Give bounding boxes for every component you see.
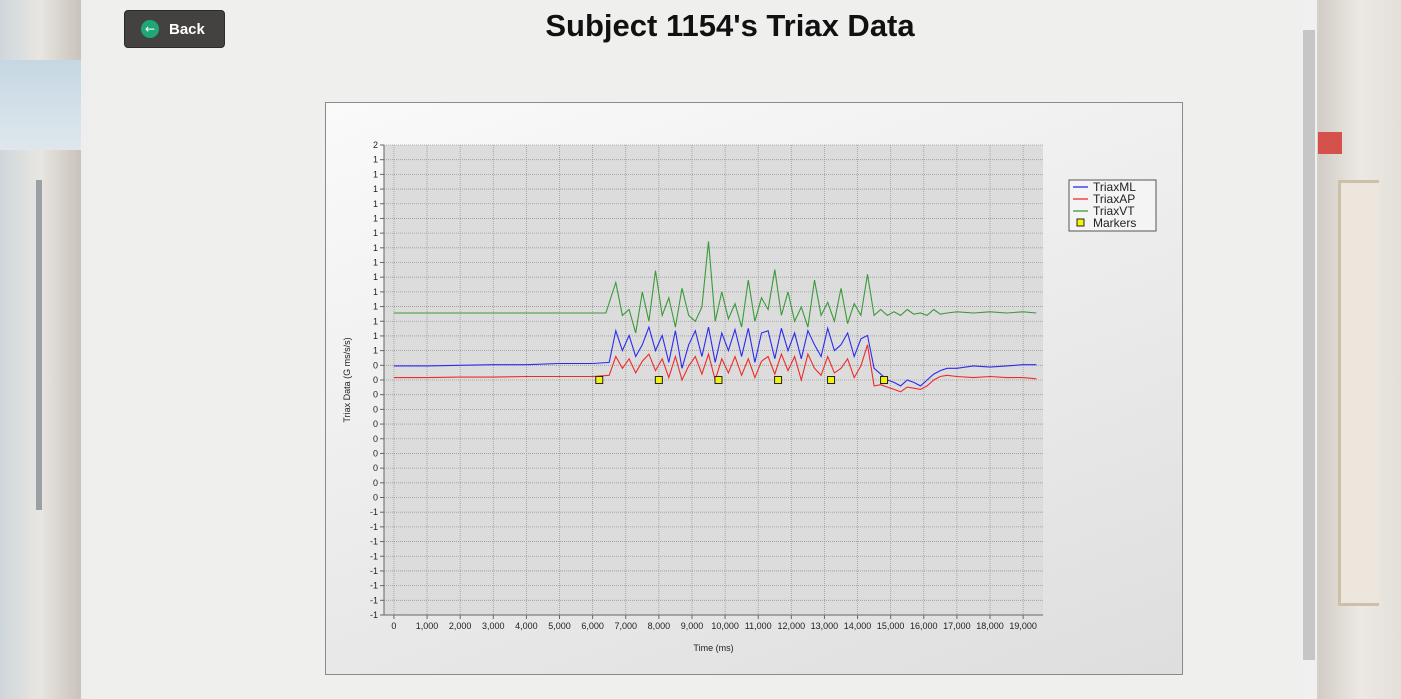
y-tick-label: 0 — [373, 434, 378, 444]
y-tick-label: 1 — [373, 272, 378, 282]
y-tick-label: 0 — [373, 448, 378, 458]
y-tick-label: -1 — [370, 507, 378, 517]
x-tick-label: 6,000 — [581, 621, 604, 631]
y-tick-label: 0 — [373, 404, 378, 414]
legend-label-markers: Markers — [1093, 216, 1136, 230]
background-post — [36, 180, 42, 510]
x-axis-title: Time (ms) — [693, 643, 733, 653]
y-tick-label: 0 — [373, 375, 378, 385]
marker-point — [654, 376, 663, 384]
scrollbar-thumb[interactable] — [1303, 30, 1315, 660]
marker-point — [595, 376, 604, 384]
back-button-label: Back — [169, 20, 205, 38]
x-tick-label: 8,000 — [648, 621, 671, 631]
y-tick-label: 0 — [373, 360, 378, 370]
y-tick-label: -1 — [370, 522, 378, 532]
x-tick-label: 16,000 — [910, 621, 938, 631]
y-tick-label: -1 — [370, 610, 378, 620]
legend-label-triaxml: TriaxML — [1093, 180, 1136, 194]
x-tick-label: 11,000 — [745, 621, 772, 631]
y-tick-label: -1 — [370, 537, 378, 547]
marker-point — [774, 376, 783, 384]
x-tick-label: 0 — [391, 621, 396, 631]
y-axis-title: Triax Data (G ms/s/s) — [342, 337, 352, 422]
x-tick-label: 19,000 — [1009, 621, 1037, 631]
x-tick-label: 10,000 — [711, 621, 739, 631]
y-tick-label: 0 — [373, 478, 378, 488]
background-door — [1338, 180, 1379, 606]
y-tick-label: -1 — [370, 581, 378, 591]
legend-label-triaxvt: TriaxVT — [1093, 204, 1135, 218]
y-tick-label: 1 — [373, 258, 378, 268]
y-tick-label: -1 — [370, 595, 378, 605]
marker-point — [714, 376, 723, 384]
background-window — [0, 60, 82, 150]
x-tick-label: 4,000 — [515, 621, 538, 631]
triax-line-chart: 0 1,000 2,000 3,000 4,000 5,000 6,000 7,000 8,00… — [342, 140, 1157, 653]
series-line-triaxap — [393, 344, 1037, 393]
x-tick-label: 1,000 — [416, 621, 439, 631]
marker-point — [880, 376, 889, 384]
back-button[interactable]: ← Back — [124, 10, 225, 48]
background-exit-sign — [1318, 132, 1342, 154]
y-tick-label: 0 — [373, 419, 378, 429]
chart-container: 0 1,000 2,000 3,000 4,000 5,000 6,000 7,000 8,00… — [325, 102, 1183, 675]
y-tick-label: 1 — [373, 316, 378, 326]
y-tick-label: 2 — [373, 140, 378, 150]
x-tick-label: 17,000 — [943, 621, 971, 631]
y-tick-label: 1 — [373, 302, 378, 312]
legend-swatch-markers — [1076, 218, 1085, 227]
x-tick-label: 3,000 — [482, 621, 505, 631]
y-tick-label: 0 — [373, 493, 378, 503]
series-line-triaxml — [393, 325, 1037, 387]
x-tick-label: 15,000 — [877, 621, 905, 631]
y-tick-label: 1 — [373, 155, 378, 165]
y-tick-label: 1 — [373, 331, 378, 341]
x-tick-label: 12,000 — [778, 621, 806, 631]
y-tick-label: 1 — [373, 199, 378, 209]
x-tick-label: 5,000 — [548, 621, 571, 631]
arrow-left-circle-icon: ← — [141, 20, 159, 38]
x-tick-label: 7,000 — [614, 621, 637, 631]
y-tick-label: 1 — [373, 228, 378, 238]
x-tick-label: 14,000 — [844, 621, 872, 631]
x-tick-label: 9,000 — [681, 621, 704, 631]
page-title: Subject 1154's Triax Data — [545, 8, 915, 43]
x-tick-label: 13,000 — [811, 621, 839, 631]
x-tick-label: 18,000 — [976, 621, 1004, 631]
legend-label-triaxap: TriaxAP — [1093, 192, 1135, 206]
y-tick-label: 1 — [373, 287, 378, 297]
y-tick-label: 1 — [373, 243, 378, 253]
marker-point — [827, 376, 836, 384]
y-tick-label: 0 — [373, 390, 378, 400]
y-tick-label: 1 — [373, 169, 378, 179]
y-tick-label: 0 — [373, 463, 378, 473]
y-tick-label: 1 — [373, 213, 378, 223]
x-tick-label: 2,000 — [449, 621, 472, 631]
y-tick-label: -1 — [370, 551, 378, 561]
y-tick-label: 1 — [373, 184, 378, 194]
y-tick-label: 1 — [373, 346, 378, 356]
series-line-triaxvt — [393, 241, 1037, 334]
y-tick-label: -1 — [370, 566, 378, 576]
